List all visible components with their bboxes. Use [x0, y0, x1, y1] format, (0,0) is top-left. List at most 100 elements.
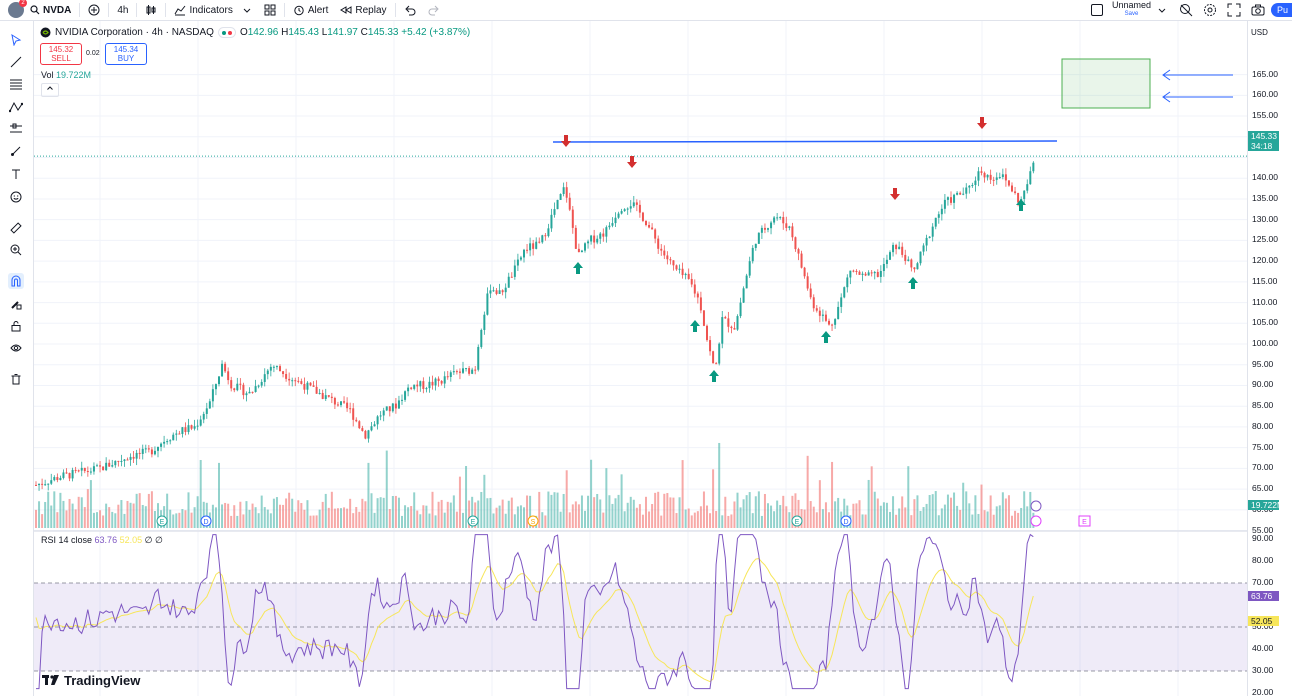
volume-bar [1017, 512, 1020, 528]
sell-button[interactable]: 145.32 SELL [40, 43, 82, 65]
candle-body [806, 276, 809, 289]
candle-body [53, 477, 56, 481]
layout-name: Unnamed [1111, 0, 1151, 10]
camera-icon[interactable] [1251, 3, 1265, 17]
fullscreen-icon[interactable] [1227, 3, 1241, 17]
candle-body [675, 265, 678, 270]
candle-body [565, 187, 568, 198]
redo-button[interactable] [422, 0, 446, 20]
pattern-tool[interactable] [8, 99, 24, 115]
market-status-dots[interactable] [217, 27, 236, 38]
brush-tool[interactable] [8, 143, 24, 159]
volume-label: Vol [41, 70, 54, 80]
volume-bar [230, 515, 233, 528]
user-avatar[interactable]: 2 [8, 0, 27, 18]
emoji-tool[interactable] [8, 189, 24, 205]
volume-bar [166, 493, 169, 528]
collapse-legend-button[interactable] [41, 83, 59, 97]
price-tick-label: 115.00 [1252, 275, 1278, 286]
volume-bar [892, 496, 895, 528]
volume-bar [733, 501, 736, 528]
forecast-tool[interactable] [8, 121, 24, 137]
candle-body [556, 199, 559, 210]
volume-bar [544, 515, 547, 528]
measure-tool[interactable] [8, 220, 24, 236]
volume-bar [1020, 507, 1023, 528]
volume-bar [596, 493, 599, 528]
text-tool[interactable] [8, 166, 24, 182]
candle-body [706, 325, 708, 341]
symbol-search-button[interactable]: NVDA [24, 0, 77, 20]
zoom-tool[interactable] [8, 242, 24, 258]
candle-body [196, 425, 199, 427]
candle-body [309, 382, 312, 386]
price-tick-label: 160.00 [1252, 89, 1278, 100]
brand-name: TradingView [64, 673, 141, 688]
candle-body [983, 172, 986, 178]
indicators-button[interactable]: Indicators [168, 0, 257, 20]
price-tick-label: 65.00 [1252, 483, 1274, 494]
candle-body [672, 260, 675, 266]
publish-button[interactable]: Pu [1270, 3, 1292, 17]
candle-body [321, 392, 324, 399]
remove-drawings-tool[interactable] [8, 371, 24, 387]
compare-symbol-button[interactable] [82, 0, 106, 20]
volume-bar [873, 491, 876, 528]
candle-body [437, 378, 440, 381]
top-right-tools: Unnamed Save Pu [1090, 0, 1292, 20]
candle-body [68, 472, 71, 479]
cursor-tool[interactable] [8, 32, 24, 48]
quick-search-icon[interactable] [1179, 3, 1193, 17]
candle-body [1032, 162, 1035, 172]
candle-body [763, 227, 766, 230]
candle-body [623, 209, 626, 212]
gear-icon[interactable] [1203, 3, 1217, 17]
volume-bar [449, 502, 452, 528]
candle-body [693, 284, 696, 294]
symbol-title[interactable]: NVIDIA Corporation · 4h · NASDAQ [55, 27, 214, 38]
interval-button[interactable]: 4h [117, 4, 129, 16]
volume-bar [239, 501, 242, 528]
rsi-tick-label: 20.00 [1252, 687, 1274, 697]
volume-bar [986, 511, 989, 528]
volume-bar [303, 509, 306, 528]
lock-drawings-tool[interactable] [8, 318, 24, 334]
chevron-down-icon[interactable] [1157, 5, 1167, 15]
candle-body [306, 382, 309, 390]
chart-type-button[interactable] [139, 0, 163, 20]
volume-bar [913, 499, 916, 528]
candle-body [41, 483, 44, 485]
forecast-icon [10, 123, 22, 133]
volume-bar [474, 502, 477, 528]
candle-body [950, 197, 952, 203]
fib-tool[interactable] [8, 76, 24, 92]
alert-button[interactable]: Alert [287, 0, 335, 20]
stay-drawing-tool[interactable] [8, 296, 24, 312]
templates-button[interactable] [258, 0, 282, 20]
replay-button[interactable]: Replay [334, 0, 392, 20]
candle-body [998, 177, 1001, 179]
magnet-tool[interactable] [8, 273, 24, 289]
tradingview-logo[interactable]: TradingView [42, 673, 140, 688]
candle-body [388, 406, 391, 412]
trash-icon [11, 374, 21, 385]
volume-bar [437, 501, 440, 528]
candle-body [791, 226, 794, 238]
volume-bar [77, 496, 80, 528]
layout-name-button[interactable]: Unnamed Save [1112, 1, 1151, 19]
rsi-label[interactable]: RSI 14 close [41, 535, 93, 545]
layout-square-icon[interactable] [1090, 3, 1104, 17]
volume-bar [288, 492, 291, 528]
hide-drawings-tool[interactable] [8, 340, 24, 356]
undo-button[interactable] [398, 0, 422, 20]
spread-value: 0.02 [86, 50, 100, 57]
trend-line-tool[interactable] [8, 54, 24, 70]
volume-bar [937, 515, 940, 528]
buy-button[interactable]: 145.34 BUY [105, 43, 147, 65]
currency-selector[interactable]: USD [1251, 28, 1268, 37]
volume-bar [614, 498, 617, 528]
volume-bar [687, 508, 690, 528]
candle-body [742, 288, 745, 303]
candle-body [547, 228, 550, 237]
